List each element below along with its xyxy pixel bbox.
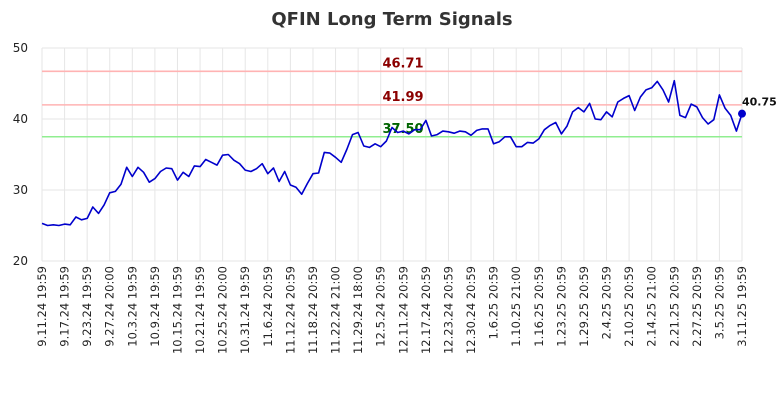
x-tick-label: 1.16.25 20:59	[532, 266, 546, 347]
price-line	[41, 79, 743, 227]
x-tick-label: 9.23.24 19:59	[80, 266, 94, 347]
x-tick-label: 3.11.25 19:59	[735, 266, 749, 347]
x-tick-label: 3.5.25 20:59	[712, 266, 726, 339]
y-tick-label: 50	[13, 41, 28, 55]
y-axis: 20 30 40 50	[13, 41, 28, 268]
x-tick-label: 12.23.24 20:59	[441, 266, 455, 354]
chart-title: QFIN Long Term Signals	[271, 9, 512, 30]
x-tick-label: 1.23.25 20:59	[554, 266, 568, 347]
y-tick-label: 30	[13, 183, 28, 197]
signal-level-label: 37.50	[382, 122, 423, 137]
x-tick-label: 9.17.24 19:59	[58, 266, 72, 347]
last-value-marker: 40.75	[738, 96, 777, 118]
x-tick-label: 10.21.24 19:59	[193, 266, 207, 354]
x-tick-label: 10.3.24 19:59	[125, 266, 139, 347]
x-tick-label: 2.21.25 20:59	[667, 266, 681, 347]
x-axis: 9.11.24 19:59 9.17.24 19:59 9.23.24 19:59 9…	[35, 266, 749, 354]
x-tick-label: 1.10.25 21:00	[509, 266, 523, 347]
signal-level-label: 41.99	[382, 90, 423, 105]
last-value-dot	[738, 109, 746, 118]
signal-level-label: 46.71	[382, 56, 423, 71]
x-tick-label: 2.4.25 20:59	[600, 266, 614, 339]
x-tick-label: 10.25.24 20:00	[216, 266, 230, 354]
x-tick-label: 1.6.25 20:59	[487, 266, 501, 339]
x-tick-label: 12.30.24 20:59	[464, 266, 478, 354]
x-tick-label: 2.14.25 21:00	[645, 266, 659, 347]
x-tick-label: 12.11.24 20:59	[396, 266, 410, 354]
grid	[41, 47, 743, 262]
x-tick-label: 1.29.25 20:59	[577, 266, 591, 347]
last-value-label: 40.75	[742, 96, 777, 109]
y-tick-label: 20	[13, 254, 28, 268]
x-tick-label: 12.5.24 20:59	[374, 266, 388, 347]
y-tick-label: 40	[13, 112, 28, 126]
x-tick-label: 11.22.24 21:00	[329, 266, 343, 354]
x-tick-label: 11.6.24 20:59	[261, 266, 275, 347]
x-tick-label: 12.17.24 20:59	[419, 266, 433, 354]
x-tick-label: 9.11.24 19:59	[35, 266, 49, 347]
x-tick-label: 10.15.24 19:59	[170, 266, 184, 354]
x-tick-label: 10.9.24 19:59	[148, 266, 162, 347]
x-tick-label: 2.10.25 20:59	[622, 266, 636, 347]
x-tick-label: 9.27.24 20:00	[103, 266, 117, 347]
x-tick-label: 2.27.25 20:59	[690, 266, 704, 347]
x-tick-label: 11.12.24 20:59	[283, 266, 297, 354]
price-series	[41, 79, 743, 227]
x-tick-label: 11.18.24 20:59	[306, 266, 320, 354]
signal-levels: 46.71 41.99 37.50	[42, 56, 742, 138]
x-tick-label: 10.31.24 19:59	[238, 266, 252, 354]
x-tick-label: 11.29.24 18:00	[351, 266, 365, 354]
